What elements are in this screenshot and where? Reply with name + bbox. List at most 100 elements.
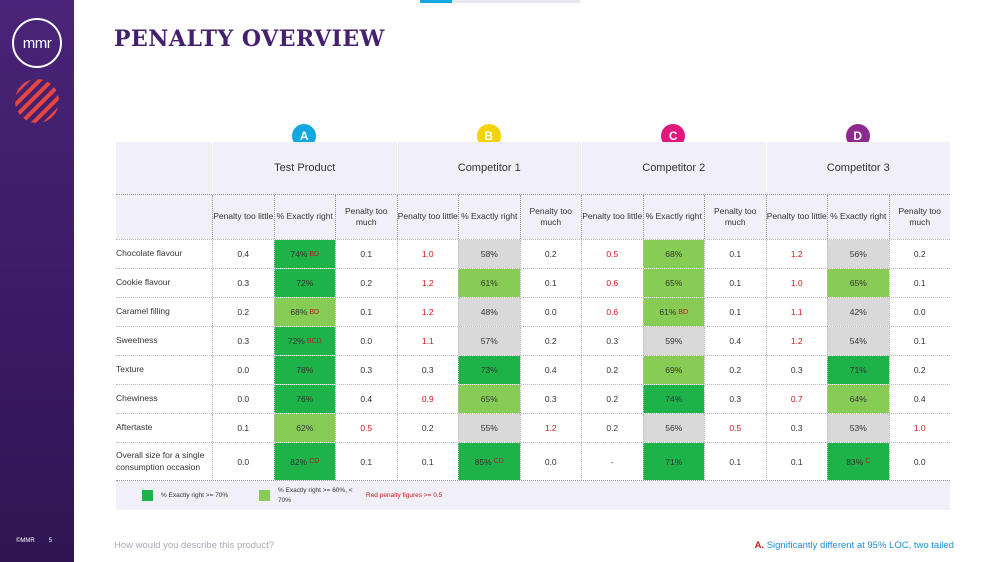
table-cell: 0.1 bbox=[335, 298, 397, 326]
table-cell: 0.1 bbox=[335, 443, 397, 480]
table-cell: 61% bbox=[458, 269, 520, 297]
table-cell: 0.1 bbox=[704, 298, 766, 326]
column-header: Penalty too little bbox=[581, 195, 643, 239]
cell-value: 0.6 bbox=[606, 278, 619, 288]
cell-value: 0.2 bbox=[606, 365, 619, 375]
product-name: Test Product bbox=[212, 142, 397, 194]
cell-value: 64% bbox=[849, 394, 867, 404]
cell-value: 0.4 bbox=[237, 249, 250, 259]
cell-value: 0.0 bbox=[237, 394, 250, 404]
table-cell: 0.3 bbox=[212, 327, 274, 355]
cell-value: 1.0 bbox=[421, 249, 434, 259]
cell-value: 1.2 bbox=[421, 278, 434, 288]
cell-value: 0.3 bbox=[790, 423, 803, 433]
table-cell: 1.2 bbox=[519, 414, 582, 442]
table-cell: 0.4 bbox=[704, 327, 766, 355]
footer-question: How would you describe this product? bbox=[114, 540, 275, 551]
table-row: Sweetness 0.3 72% BCD 0.0 1.1 57% 0.2 0.3 59% 0.4 1… bbox=[116, 326, 950, 355]
column-header-row: Penalty too little% Exactly right Penalty… bbox=[116, 194, 950, 239]
table-row: Texture 0.0 78% 0.3 0.3 73% 0.4 0.2 69% 0.2 0.3 71%… bbox=[116, 355, 950, 384]
table-cell: 68% BD bbox=[273, 298, 335, 326]
cell-value: 0.2 bbox=[360, 278, 373, 288]
penalty-table: Test Product Competitor 1 Competitor 2 Comp… bbox=[116, 142, 950, 510]
table-cell: 73% bbox=[458, 356, 520, 384]
cell-value: 82% bbox=[290, 456, 308, 467]
column-header: Penalty too much bbox=[704, 195, 766, 239]
significance-letters: BD bbox=[309, 308, 320, 316]
table-row: Cookie flavour 0.3 72% 0.2 1.2 61% 0.1 0.6 65% 0.… bbox=[116, 268, 950, 297]
table-cell: 0.5 bbox=[581, 240, 643, 268]
table-cell: 1.0 bbox=[765, 269, 828, 297]
column-header: Penalty too much bbox=[519, 195, 582, 239]
table-cell: 85% CD bbox=[458, 443, 520, 480]
cell-value: 72% bbox=[296, 278, 314, 288]
cell-value: 65% bbox=[665, 278, 683, 288]
cell-value: 0.1 bbox=[729, 307, 742, 317]
column-header: % Exactly right bbox=[642, 195, 705, 239]
cell-value: 0.5 bbox=[606, 249, 619, 259]
table-cell: 64% bbox=[827, 385, 889, 413]
attribute-label: Chocolate flavour bbox=[116, 248, 183, 259]
table-cell: 0.2 bbox=[519, 327, 582, 355]
cell-value: 0.4 bbox=[729, 336, 742, 346]
cell-value: 0.0 bbox=[913, 456, 926, 467]
attribute-label: Overall size for a single consumption oc… bbox=[116, 450, 205, 472]
table-cell: 0.0 bbox=[212, 356, 274, 384]
table-cell: 0.3 bbox=[765, 356, 828, 384]
cell-value: 73% bbox=[480, 365, 498, 375]
cell-value: 0.2 bbox=[544, 249, 557, 259]
cell-value: 0.0 bbox=[237, 365, 250, 375]
cell-value: 1.2 bbox=[790, 336, 803, 346]
cell-value: - bbox=[610, 456, 614, 467]
cell-value: 0.1 bbox=[729, 278, 742, 288]
legend-dark-label: % Exactly right >= 70% bbox=[161, 492, 229, 499]
cell-value: 56% bbox=[665, 423, 683, 433]
cell-value: 0.1 bbox=[913, 336, 926, 346]
table-cell: 0.1 bbox=[704, 443, 766, 480]
table-cell: 0.0 bbox=[335, 327, 397, 355]
cell-value: 0.4 bbox=[913, 394, 926, 404]
mmr-logo: mmr bbox=[12, 18, 62, 68]
cell-value: 1.1 bbox=[421, 336, 434, 346]
table-cell: 0.0 bbox=[519, 443, 582, 480]
table-cell: 0.2 bbox=[396, 414, 459, 442]
table-cell: 0.2 bbox=[888, 240, 951, 268]
legend-light-swatch bbox=[259, 490, 270, 501]
table-cell: 71% bbox=[827, 356, 889, 384]
accent-segment bbox=[484, 0, 516, 3]
cell-value: 53% bbox=[849, 423, 867, 433]
table-cell: - bbox=[581, 443, 643, 480]
significance-letters: BCD bbox=[306, 337, 322, 345]
table-cell: 76% bbox=[273, 385, 335, 413]
table-cell: 62% bbox=[273, 414, 335, 442]
cell-value: 65% bbox=[480, 394, 498, 404]
cell-value: 0.1 bbox=[421, 456, 434, 467]
cell-value: 76% bbox=[296, 394, 314, 404]
cell-value: 0.1 bbox=[360, 307, 373, 317]
table-cell: 0.1 bbox=[212, 414, 274, 442]
table-cell: 72% BCD bbox=[273, 327, 335, 355]
table-cell: 69% bbox=[642, 356, 704, 384]
cell-value: 0.1 bbox=[544, 278, 557, 288]
cell-value: 0.2 bbox=[729, 365, 742, 375]
cell-value: 74% bbox=[665, 394, 683, 404]
cell-value: 0.4 bbox=[360, 394, 373, 404]
cell-value: 69% bbox=[665, 365, 683, 375]
table-cell: 0.2 bbox=[212, 298, 274, 326]
cell-value: 0.2 bbox=[237, 307, 250, 317]
table-cell: 1.0 bbox=[396, 240, 459, 268]
cell-value: 62% bbox=[296, 423, 314, 433]
cell-value: 74% bbox=[290, 249, 308, 259]
copyright: ©MMR bbox=[16, 538, 35, 544]
cell-value: 58% bbox=[480, 249, 498, 259]
table-cell: 65% bbox=[642, 269, 704, 297]
table-row: Aftertaste 0.1 62% 0.5 0.2 55% 1.2 0.2 56% 0.5 0.3… bbox=[116, 413, 950, 442]
table-cell: 54% bbox=[827, 327, 889, 355]
cell-value: 0.1 bbox=[790, 456, 803, 467]
table-cell: 0.2 bbox=[335, 269, 397, 297]
cell-value: 61% bbox=[480, 278, 498, 288]
cell-value: 1.1 bbox=[790, 307, 803, 317]
table-cell: 0.4 bbox=[519, 356, 582, 384]
cell-value: 83% bbox=[846, 456, 864, 467]
cell-value: 0.9 bbox=[421, 394, 434, 404]
